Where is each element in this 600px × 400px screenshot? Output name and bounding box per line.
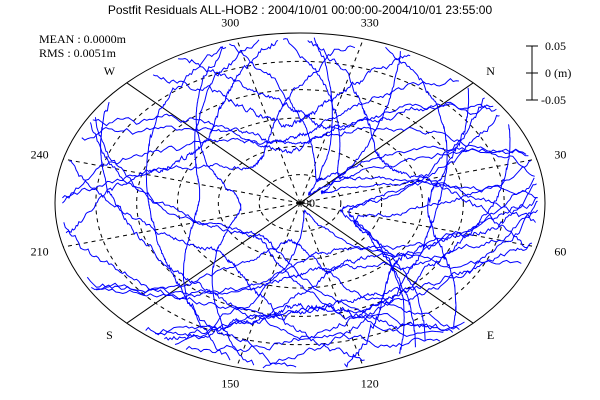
residual-trace	[174, 209, 522, 345]
scale-bar: 0.05 0 (m) -0.05	[526, 39, 571, 107]
residual-trace	[62, 126, 535, 204]
azimuth-line	[299, 202, 537, 248]
residual-trace	[100, 101, 441, 349]
azimuth-label: 60	[554, 244, 566, 258]
mean-label: MEAN : 0.0000m	[39, 32, 126, 46]
azimuth-label: W	[104, 64, 116, 78]
azimuth-label: 330	[361, 15, 379, 29]
scale-tick-label: 0 (m)	[545, 66, 571, 80]
azimuth-line	[236, 38, 301, 204]
residual-trace	[62, 45, 356, 199]
azimuth-label: E	[487, 328, 494, 342]
residual-trace	[344, 196, 538, 368]
residual-trace	[320, 51, 538, 199]
azimuth-line	[236, 202, 301, 368]
azimuth-label: N	[486, 64, 495, 78]
residual-trace	[185, 124, 511, 354]
azimuth-line	[63, 202, 301, 248]
residual-trace	[65, 39, 279, 234]
azimuth-label: 300	[221, 15, 239, 29]
residual-trace	[91, 177, 535, 301]
residual-trace	[308, 37, 527, 196]
residual-trace	[229, 43, 529, 183]
residual-trace	[427, 87, 470, 328]
residual-trace	[307, 40, 528, 249]
azimuth-label: 210	[31, 244, 49, 258]
residual-trace	[92, 78, 459, 145]
scale-tick-label: -0.05	[541, 93, 566, 107]
horizon-ring	[54, 32, 546, 374]
azimuth-line	[299, 202, 364, 368]
residual-trace	[353, 160, 532, 348]
residual-trace	[81, 103, 494, 155]
residual-trace	[348, 97, 485, 355]
residual-trace	[195, 46, 255, 366]
elevation-ring	[136, 89, 464, 317]
residual-trace	[69, 159, 365, 362]
elevation-ring	[258, 174, 342, 232]
azimuth-label: 150	[221, 377, 239, 391]
elevation-ring	[177, 117, 423, 289]
chart-title: Postfit Residuals ALL-HOB2 : 2004/10/01 …	[107, 3, 493, 17]
residual-trace	[89, 122, 444, 338]
residual-trace	[178, 57, 497, 130]
residual-trace	[145, 242, 533, 337]
center-label: 90	[303, 196, 315, 210]
residual-trace	[155, 183, 537, 336]
azimuth-label: S	[106, 328, 113, 342]
azimuth-label: 240	[31, 148, 49, 162]
residual-trace	[145, 46, 297, 368]
residual-trace	[95, 238, 460, 330]
residual-trace	[152, 54, 411, 128]
elevation-ring	[217, 145, 383, 261]
azimuth-line	[299, 38, 364, 204]
residual-trace	[282, 38, 536, 223]
azimuth-line	[299, 158, 537, 204]
scale-tick-label: 0.05	[545, 39, 566, 53]
azimuth-label: 120	[361, 377, 379, 391]
residual-trace	[94, 117, 465, 331]
azimuth-label: 30	[554, 148, 566, 162]
residual-trace	[183, 39, 260, 361]
azimuth-line	[63, 158, 301, 204]
rms-label: RMS : 0.0051m	[39, 46, 117, 60]
residual-trace	[262, 46, 448, 369]
